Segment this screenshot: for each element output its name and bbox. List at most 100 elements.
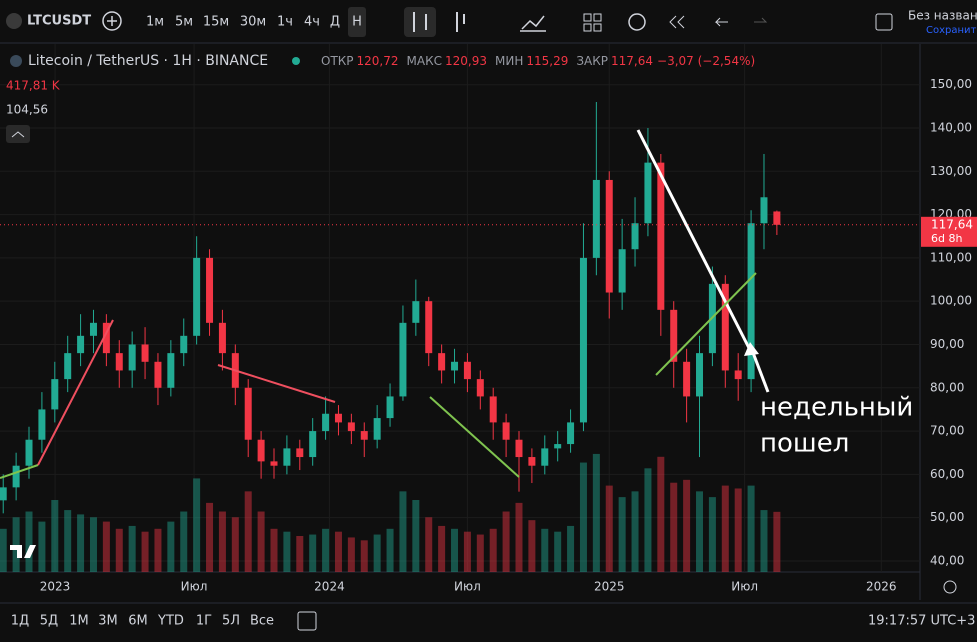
candle-body	[193, 257, 201, 336]
volume-bar	[322, 528, 330, 572]
volume-bar	[309, 534, 317, 572]
interval[interactable]: 5м	[175, 15, 193, 30]
trend-line	[37, 319, 114, 466]
candle-body	[670, 309, 678, 362]
y-tick-label: 90,00	[930, 337, 964, 351]
candle-body	[567, 422, 575, 445]
volume-bar	[360, 540, 368, 572]
candle-body	[180, 335, 188, 354]
compare-button[interactable]	[102, 11, 122, 31]
layout-checkbox[interactable]	[875, 13, 893, 31]
volume-bar	[0, 528, 7, 572]
volume-bar	[644, 468, 652, 572]
x-tick-label: Июл	[454, 580, 481, 594]
range-button[interactable]: 5Л	[222, 614, 240, 629]
candle-body	[451, 361, 459, 371]
settings-icon[interactable]	[943, 580, 957, 594]
redo-icon[interactable]	[754, 17, 768, 23]
trend-line	[217, 364, 336, 403]
volume-bar	[38, 521, 46, 572]
volume-bar	[605, 485, 613, 572]
candle-body	[721, 283, 729, 371]
volume-bar	[773, 511, 781, 572]
candle-body	[283, 448, 291, 466]
candle-body	[115, 353, 123, 371]
candle-body	[270, 461, 278, 466]
alert-icon[interactable]	[628, 13, 646, 31]
layout-name[interactable]: Без назван	[908, 9, 977, 23]
interval[interactable]: 4ч	[304, 15, 320, 30]
volume-bar	[502, 511, 510, 572]
interval[interactable]: 15м	[203, 15, 229, 30]
collapse-button[interactable]	[6, 125, 30, 143]
plus-icon	[107, 16, 117, 26]
candle-body	[141, 344, 149, 362]
volume-bar	[373, 534, 381, 572]
candle-body	[128, 344, 136, 371]
candle-body	[399, 322, 407, 397]
save-button[interactable]: Сохранить	[926, 25, 977, 36]
volume-bar	[425, 517, 433, 572]
x-tick-label: 2025	[594, 580, 625, 594]
ranges: 1Д 5Д 1М 3М 6М YTD 1Г 5Л Все	[11, 614, 274, 629]
volume-bar	[257, 511, 265, 572]
candle-body	[683, 361, 691, 397]
arrow-head	[744, 342, 759, 356]
range-button[interactable]: 6М	[128, 614, 148, 629]
x-tick-label: 2024	[314, 580, 345, 594]
interval[interactable]: Д	[330, 15, 340, 30]
range-button[interactable]: 3М	[98, 614, 118, 629]
candle-body	[309, 431, 317, 458]
bar-icon[interactable]	[456, 12, 465, 32]
range-button[interactable]: 1Д	[11, 614, 29, 629]
volume-bar	[399, 491, 407, 572]
range-button[interactable]: 1Г	[196, 614, 212, 629]
y-tick-label: 80,00	[930, 380, 964, 394]
volume-bar	[218, 511, 226, 572]
candle-body	[438, 353, 446, 371]
candle-body	[515, 439, 523, 458]
undo-icon[interactable]	[714, 17, 728, 27]
volume-bar	[670, 482, 678, 572]
range-button[interactable]: Все	[250, 614, 274, 629]
volume-bar	[554, 531, 562, 572]
volume-bar	[206, 502, 214, 572]
range-button[interactable]: 5Д	[40, 614, 58, 629]
candle-body	[657, 162, 665, 310]
interval[interactable]: 1м	[146, 15, 164, 30]
volume-bar	[747, 485, 755, 572]
interval[interactable]: Н	[352, 15, 362, 30]
candle-body	[528, 457, 536, 466]
indicators-icon[interactable]	[520, 15, 546, 32]
annotation: пошел	[760, 429, 849, 459]
symbol[interactable]: LTCUSDT	[27, 14, 91, 29]
volume-bar	[657, 456, 665, 572]
volume-bar	[193, 478, 201, 572]
candle-body	[12, 465, 20, 488]
volume-bar	[141, 531, 149, 572]
trend-line	[429, 396, 520, 478]
candle-body	[244, 387, 252, 440]
volume-bar	[721, 485, 729, 572]
volume-bar	[128, 525, 136, 572]
legend-field: 120,93	[445, 54, 487, 68]
x-tick-label: Июл	[731, 580, 758, 594]
interval[interactable]: 30м	[240, 15, 266, 30]
interval[interactable]: 1ч	[277, 15, 293, 30]
volume-bar	[102, 521, 110, 572]
volume-bar	[412, 500, 420, 572]
range-button[interactable]: YTD	[157, 614, 184, 629]
volume-bar	[77, 514, 85, 572]
volume-bar	[592, 453, 600, 572]
volume-bar	[683, 479, 691, 572]
legend-field: 117,64	[611, 54, 653, 68]
candle-body	[476, 379, 484, 397]
replay-icon[interactable]	[669, 15, 685, 29]
ohlc-legend: ОТКР 120,72 МАКС 120,93 МИН 115,29 ЗАКР 117,64−…	[321, 54, 755, 68]
coin-icon	[10, 55, 22, 67]
date-picker[interactable]	[297, 611, 317, 631]
intervals: 1м 5м 15м 30м 1ч 4ч Д Н	[146, 7, 366, 37]
range-button[interactable]: 1М	[69, 614, 89, 629]
layout-icon[interactable]	[583, 13, 602, 32]
candle-type-button[interactable]	[404, 7, 436, 37]
